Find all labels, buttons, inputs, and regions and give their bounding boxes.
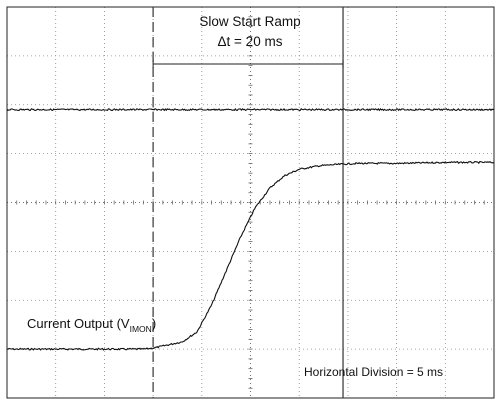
- ramp-interval-marker: [152, 60, 344, 68]
- traces: [6, 107, 495, 351]
- trace-label: Current Output (VIMON): [27, 316, 156, 334]
- trace-label-close: ): [152, 316, 156, 331]
- ramp-duration: Δt = 20 ms: [218, 34, 283, 49]
- trace-label-main: Current Output (V: [27, 316, 130, 331]
- plot-frame: [6, 6, 495, 399]
- trace-label-subscript: IMON: [130, 324, 152, 334]
- time-cursors: [152, 7, 344, 398]
- trace-current-output: [6, 160, 495, 351]
- grid: [6, 6, 495, 399]
- trace-reference: [6, 107, 495, 112]
- horizontal-division-label: Horizontal Division = 5 ms: [304, 365, 443, 379]
- ramp-title: Slow Start Ramp: [199, 14, 300, 29]
